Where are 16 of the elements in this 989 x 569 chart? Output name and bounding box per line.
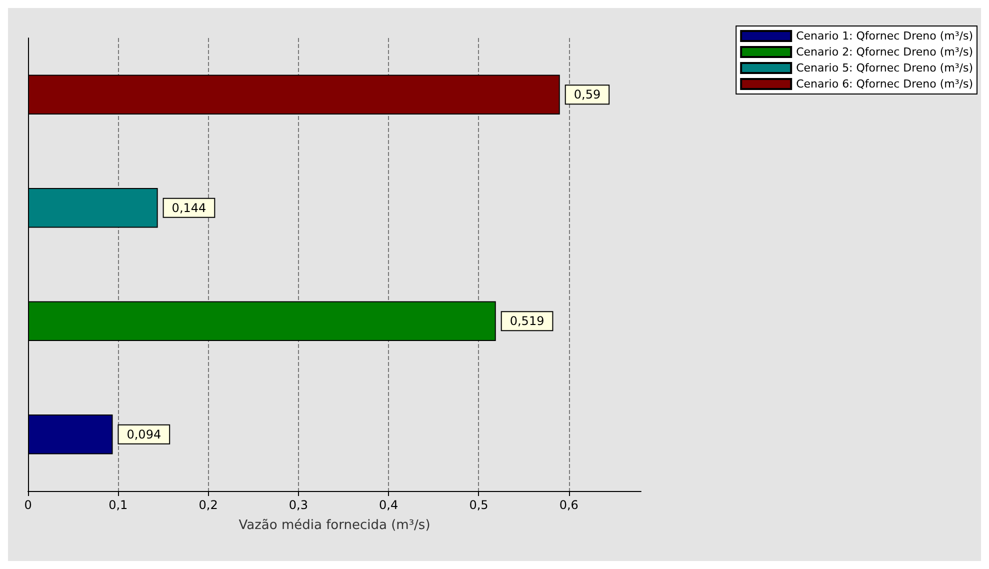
data-label: 0,519 [510,314,544,328]
x-tick-label: 0,2 [198,498,218,512]
x-tick-label: 0,6 [559,498,578,512]
legend-label: Cenario 5: Qfornec Dreno (m³/s) [796,62,974,74]
x-tick-label: 0 [24,498,32,512]
x-tick-label: 0,3 [288,498,308,512]
x-tick-label: 0,4 [379,498,398,512]
data-label: 0,094 [126,427,162,442]
legend-label: Cenario 2: Qfornec Dreno (m³/s) [796,46,974,58]
legend-label: Cenario 1: Qfornec Dreno (m³/s) [796,30,974,42]
data-label: 0,144 [172,200,206,215]
x-axis-title: Vazão média fornecida (m³/s) [238,518,430,533]
x-tick-label: 0,1 [108,498,128,512]
data-label: 0,59 [574,88,601,102]
x-tick-label: 0,5 [469,498,488,512]
legend-label: Cenario 6: Qfornec Dreno (m³/s) [796,78,974,90]
